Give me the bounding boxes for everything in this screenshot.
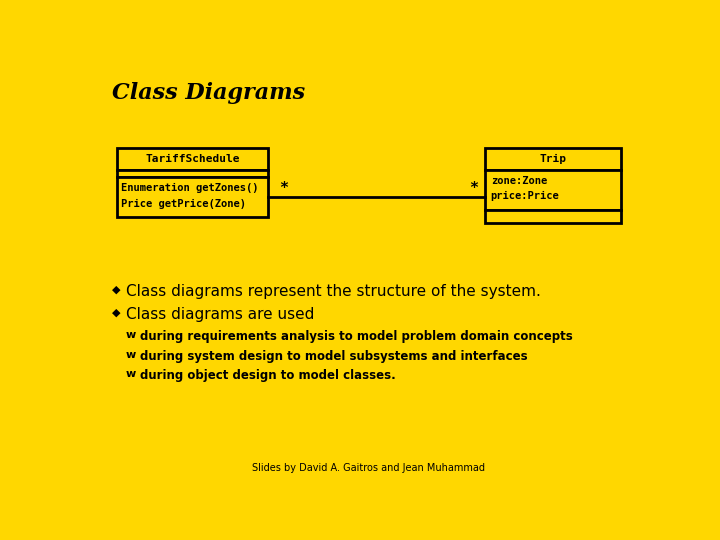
Text: Class diagrams represent the structure of the system.: Class diagrams represent the structure o… — [126, 284, 541, 299]
Text: Class diagrams are used: Class diagrams are used — [126, 307, 314, 322]
Text: during object design to model classes.: during object design to model classes. — [140, 369, 396, 382]
Text: Enumeration getZones(): Enumeration getZones() — [121, 184, 258, 193]
Text: Slides by David A. Gaitros and Jean Muhammad: Slides by David A. Gaitros and Jean Muha… — [253, 463, 485, 473]
Bar — [485, 148, 621, 170]
Text: *: * — [279, 181, 288, 195]
Text: during requirements analysis to model problem domain concepts: during requirements analysis to model pr… — [140, 330, 573, 343]
Text: Class Diagrams: Class Diagrams — [112, 82, 305, 104]
Text: ◆: ◆ — [112, 307, 120, 318]
Text: w: w — [125, 330, 135, 340]
Text: zone:Zone: zone:Zone — [490, 176, 547, 186]
Text: Price getPrice(Zone): Price getPrice(Zone) — [121, 199, 246, 209]
Bar — [485, 170, 621, 210]
Text: w: w — [125, 350, 135, 360]
Bar — [485, 210, 621, 224]
Bar — [117, 148, 269, 170]
Text: price:Price: price:Price — [490, 191, 559, 201]
Text: TariffSchedule: TariffSchedule — [145, 154, 240, 164]
Text: ◆: ◆ — [112, 284, 120, 294]
Text: Trip: Trip — [539, 154, 567, 164]
Bar — [117, 177, 269, 217]
Text: *: * — [469, 181, 478, 195]
Text: w: w — [125, 369, 135, 379]
Text: during system design to model subsystems and interfaces: during system design to model subsystems… — [140, 350, 528, 363]
Bar — [117, 170, 269, 177]
